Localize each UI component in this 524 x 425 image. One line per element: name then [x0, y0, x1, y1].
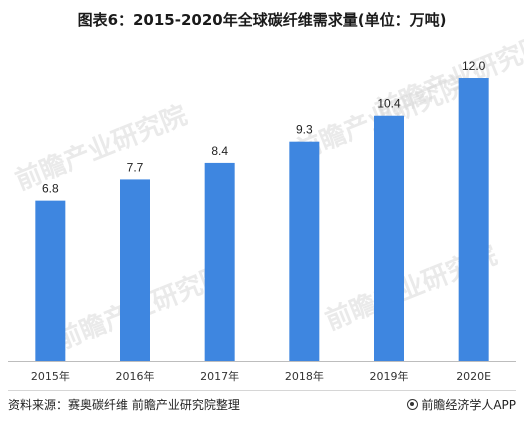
source-note: 资料来源：赛奥碳纤维 前瞻产业研究院整理: [8, 398, 240, 412]
footer-divider: [8, 390, 516, 391]
value-label: 7.7: [127, 160, 144, 174]
bar-2019年: [374, 115, 404, 361]
chart-title: 图表6：2015-2020年全球碳纤维需求量(单位：万吨): [77, 11, 447, 29]
x-tick-label: 2015年: [31, 369, 70, 383]
bar-2016年: [120, 179, 150, 361]
value-label: 6.8: [42, 182, 59, 196]
value-label: 10.4: [377, 97, 401, 111]
value-label: 12.0: [462, 59, 486, 73]
watermark-text: 前瞻产业研究院: [371, 30, 524, 127]
x-tick-label: 2018年: [285, 369, 324, 383]
bar-2017年: [204, 162, 235, 361]
x-ticks-group: 2015年 2016年 2017年 2018年 2019年 2020E: [31, 369, 491, 383]
brand-credit: 前瞻经济学人APP: [407, 396, 516, 413]
brand-logo-icon: [407, 399, 419, 410]
x-tick-label: 2017年: [200, 369, 239, 383]
brand-name: 前瞻经济学人APP: [421, 398, 516, 412]
watermark-text: 前瞻产业研究院: [11, 100, 191, 197]
watermark-layer: 前瞻产业研究院前瞻产业研究院前瞻产业研究院前瞻产业研究院前瞻产业研究院: [11, 30, 524, 357]
value-label: 9.3: [296, 123, 313, 137]
bars-group: 6.8 7.7 8.4 9.3 10.4 12.0: [35, 59, 489, 361]
x-tick-label: 2020E: [456, 370, 491, 383]
bar-chart: 前瞻产业研究院前瞻产业研究院前瞻产业研究院前瞻产业研究院前瞻产业研究院 6.87…: [8, 30, 524, 383]
x-tick-label: 2019年: [370, 369, 409, 383]
x-tick-label: 2016年: [116, 369, 155, 383]
bar-2015年: [35, 200, 66, 361]
bar-2018年: [289, 141, 320, 361]
bar-2020E: [458, 78, 489, 361]
value-label: 8.4: [211, 144, 228, 158]
